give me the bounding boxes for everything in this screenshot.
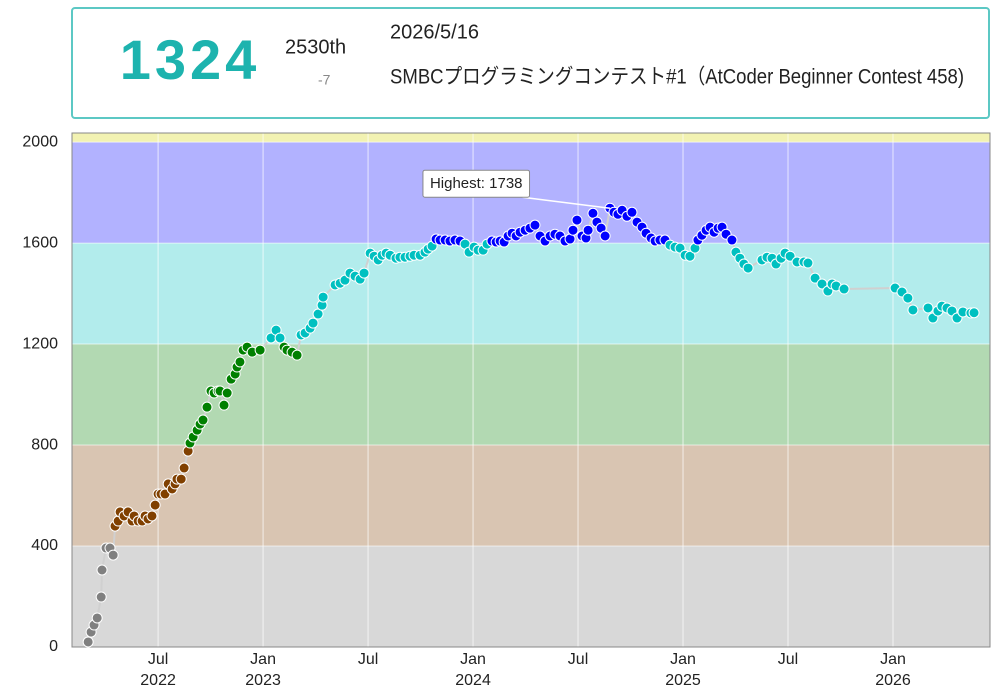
rating-band [72,243,990,345]
rating-point [91,612,103,624]
y-tick-label: 1200 [22,335,58,352]
rating-point [802,257,814,269]
rating-point [838,283,850,295]
x-tick-label: Jan [460,651,486,668]
rating-point [146,510,158,522]
rating-point [312,308,324,320]
rating-band [72,445,990,547]
rank: 2530th [285,36,346,58]
y-tick-label: 800 [31,436,58,453]
rating-point [307,317,319,329]
rating-point [582,224,594,236]
rating-point [96,564,108,576]
rating-point [274,332,286,344]
rating-point [907,304,919,316]
x-tick-label: Jul [358,651,378,668]
x-tick-label: Jan [670,651,696,668]
y-tick-label: 2000 [22,133,58,150]
rating-point [742,262,754,274]
rating-point [358,267,370,279]
rating-point [567,224,579,236]
rating-band [72,546,990,647]
contest-name: SMBCプログラミングコンテスト#1（AtCoder Beginner Cont… [390,66,964,89]
rating-point [968,307,980,319]
contest-date: 2026/5/16 [390,21,479,43]
rating-diff: -7 [318,72,331,88]
rating-point [784,250,796,262]
x-tick-label: Jan [880,651,906,668]
rating-point [317,291,329,303]
rating-point [599,230,611,242]
rating-point [149,499,161,511]
rating-point [175,473,187,485]
rating-point [626,206,638,218]
highest-annotation: Highest: 1738 [422,169,611,209]
rating-point [587,207,599,219]
x-tick-year: 2026 [875,672,911,689]
rating-point [218,399,230,411]
rating-chart: 0 400 800 1200 1600 2000 Jul 2022 Jan 2023 Jul Jan 2… [22,132,991,689]
annotation-leader [522,196,611,209]
rating-point [529,219,541,231]
header-card [71,7,990,119]
rating-point [95,591,107,603]
x-tick-label: Jul [148,651,168,668]
rating-point [201,401,213,413]
rating-point [221,387,233,399]
rating-point [197,414,209,426]
plot-frame [71,132,991,648]
rating-point [82,636,94,648]
rating-point [902,292,914,304]
rating-point [684,250,696,262]
annotation-box [422,169,531,198]
x-tick-label: Jul [568,651,588,668]
rating-point [178,462,190,474]
rating-point [922,302,934,314]
x-tick-year: 2024 [455,672,491,689]
y-tick-label: 400 [31,537,58,554]
rating-point [291,349,303,361]
rating-point [726,234,738,246]
rating-point [254,344,266,356]
rating-point [234,356,246,368]
rating-band [72,133,990,143]
x-tick-year: 2022 [140,672,176,689]
rating-point [107,549,119,561]
annotation-text: Highest: 1738 [430,175,523,192]
rating-point [809,272,821,284]
x-tick-year: 2025 [665,672,701,689]
x-tick-year: 2023 [245,672,281,689]
y-tick-label: 1600 [22,234,58,251]
rating: 1324 [120,28,261,91]
x-tick-label: Jan [250,651,276,668]
rating-point [571,214,583,226]
y-tick-label: 0 [49,638,58,655]
x-tick-label: Jul [778,651,798,668]
